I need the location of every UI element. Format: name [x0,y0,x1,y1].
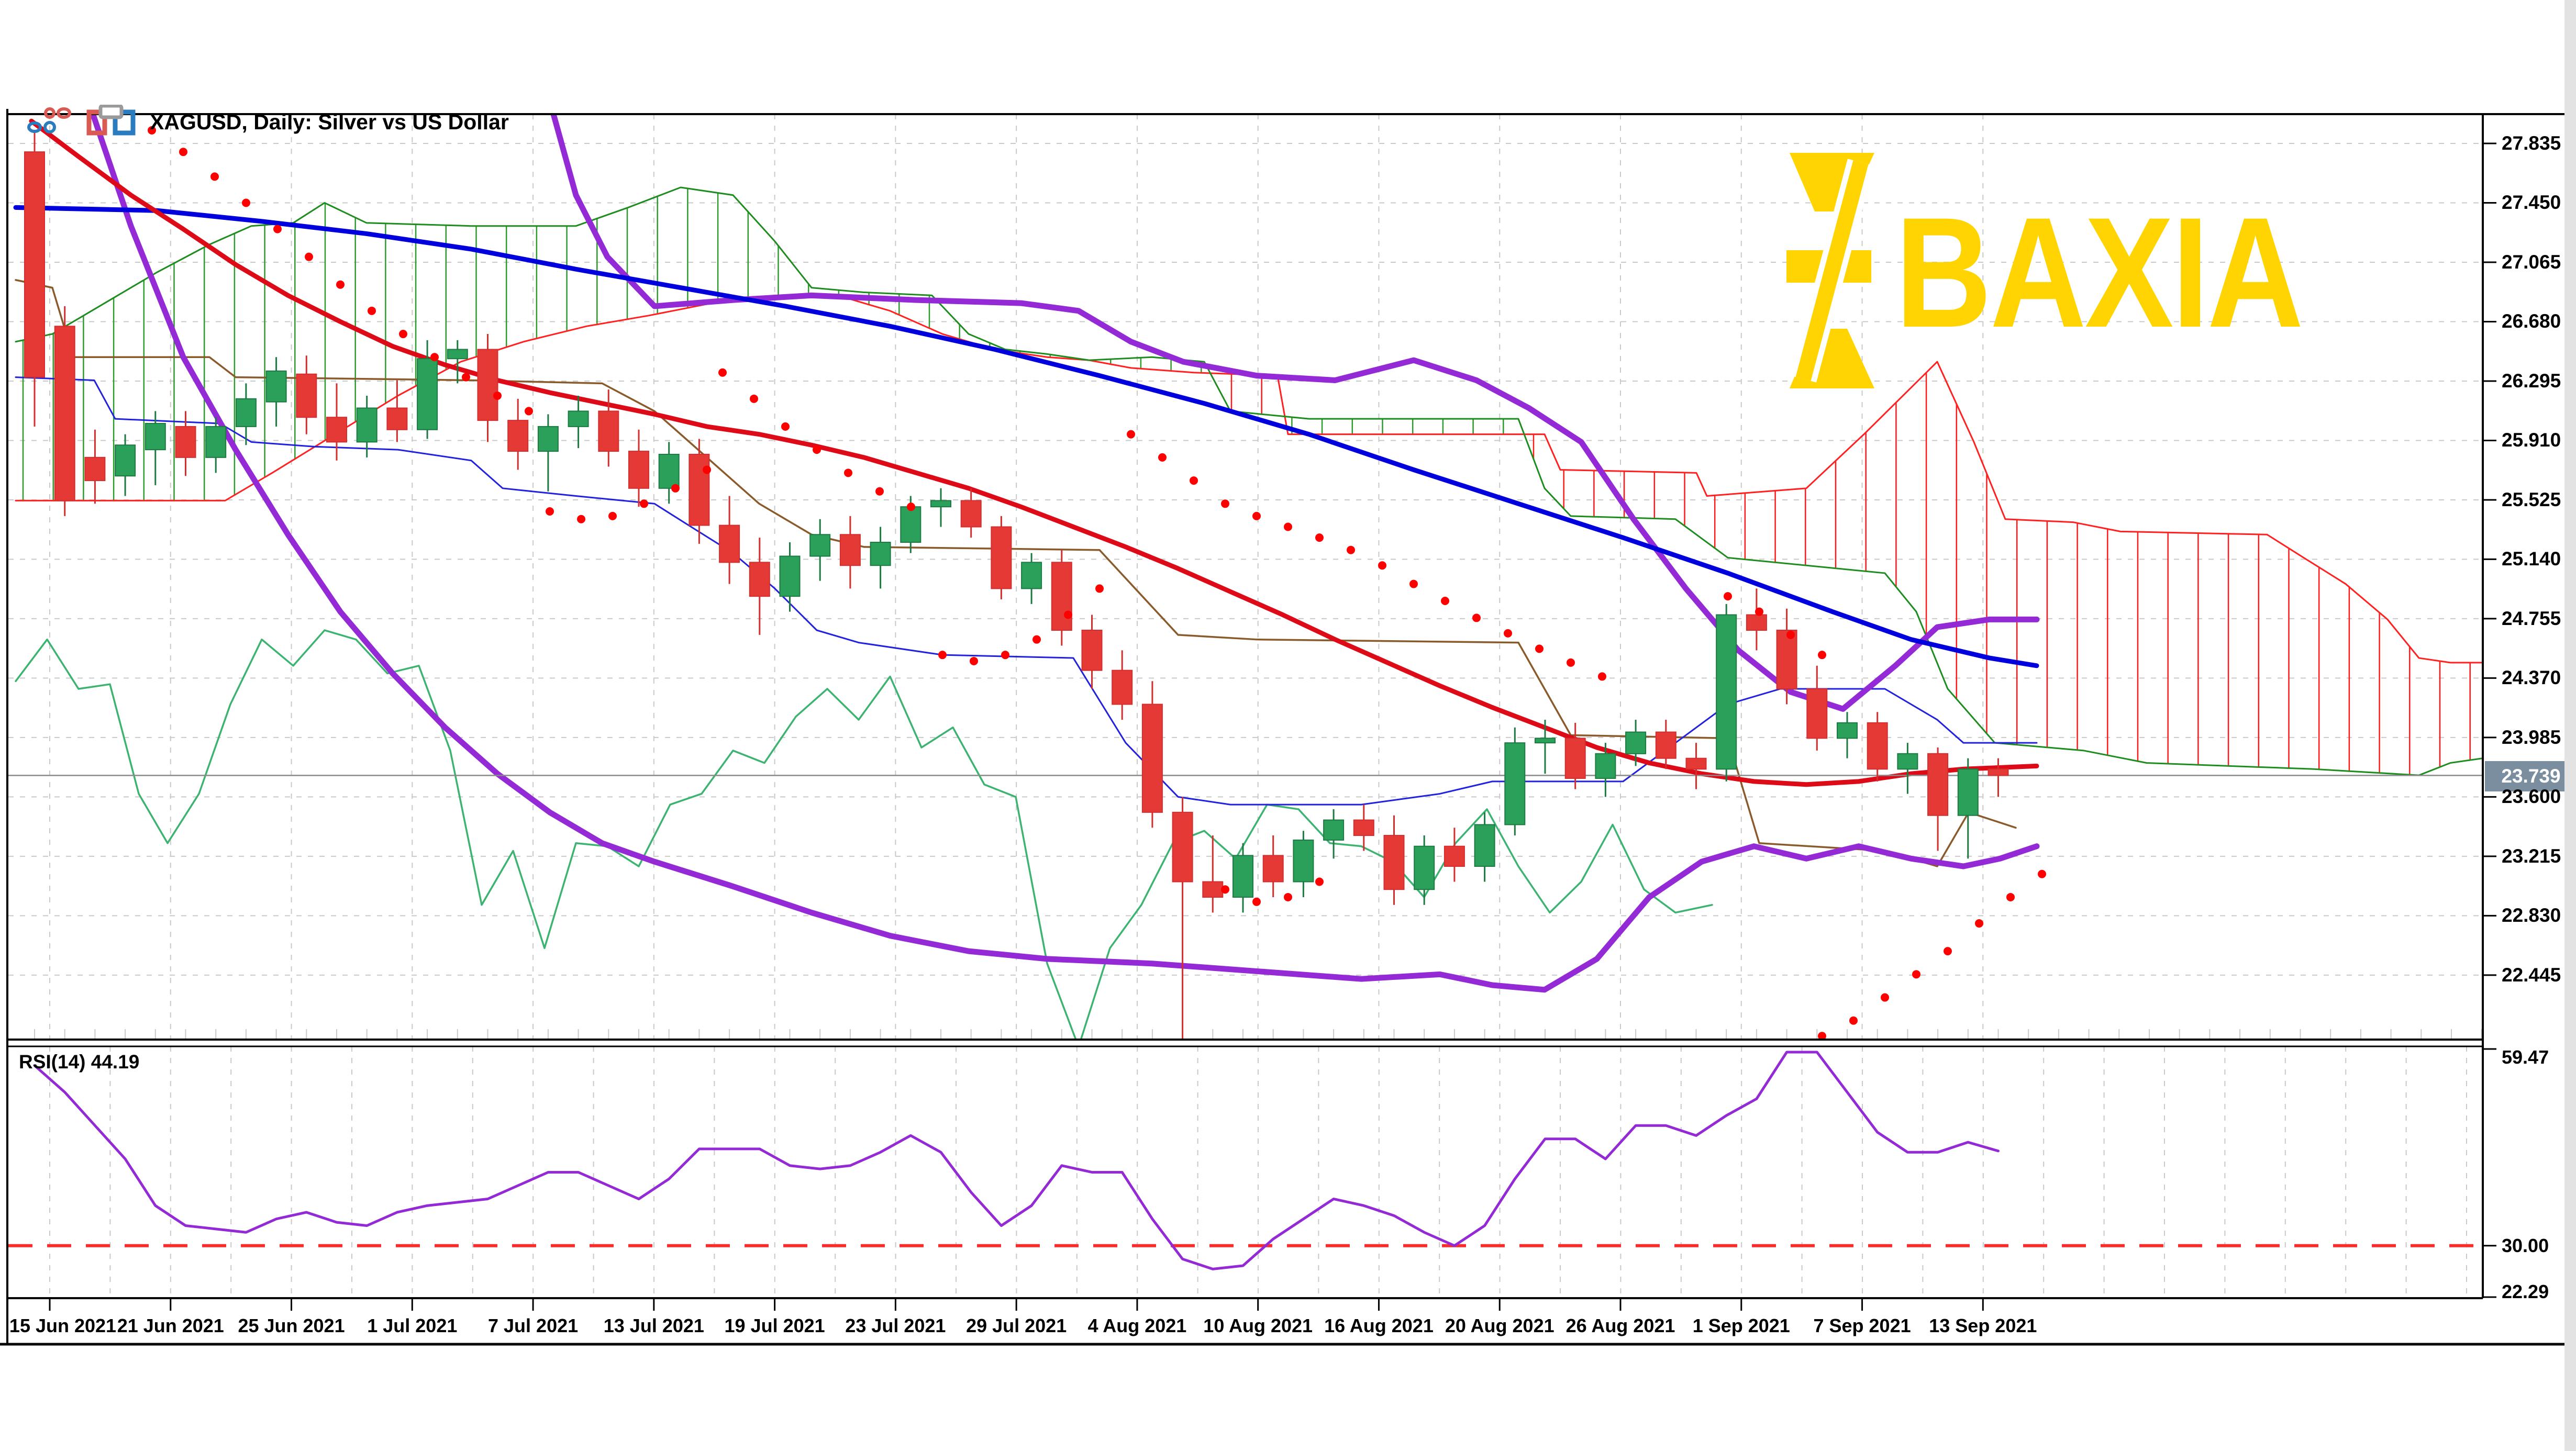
date-axis-label: 7 Jul 2021 [488,1315,579,1336]
date-axis-label: 1 Sep 2021 [1692,1315,1790,1336]
price-axis-label: 25.910 [2502,429,2561,451]
rsi-axis-label: 22.29 [2502,1281,2549,1303]
date-axis-label: 16 Aug 2021 [1324,1315,1434,1336]
chart-windows-icon [86,104,136,140]
price-axis-label: 23.215 [2502,845,2561,867]
date-axis-label: 10 Aug 2021 [1203,1315,1313,1336]
price-axis-label: 24.755 [2502,607,2561,629]
date-axis-label: 1 Jul 2021 [367,1315,458,1336]
price-axis-label: 25.525 [2502,488,2561,510]
price-axis-label: 24.370 [2502,667,2561,689]
date-axis-label: 26 Aug 2021 [1565,1315,1675,1336]
date-axis-label: 21 Jun 2021 [117,1315,224,1336]
price-axis-label: 23.600 [2502,786,2561,808]
current-price-tag: 23.739 [2485,761,2576,791]
date-axis-label: 7 Sep 2021 [1813,1315,1911,1336]
price-axis-label: 26.680 [2502,310,2561,332]
price-axis-label: 25.140 [2502,548,2561,570]
symbol-list-icon [27,106,72,138]
price-axis-label: 22.830 [2502,905,2561,927]
price-axis-label: 27.835 [2502,132,2561,154]
price-axis-label: 26.295 [2502,370,2561,392]
date-axis-label: 25 Jun 2021 [238,1315,345,1336]
price-axis-label: 23.985 [2502,726,2561,748]
rsi-axis-label: 30.00 [2502,1234,2549,1256]
date-axis-label: 29 Jul 2021 [966,1315,1067,1336]
date-axis-label: 23 Jul 2021 [845,1315,946,1336]
date-axis-label: 13 Sep 2021 [1929,1315,2037,1336]
price-axis-label: 27.450 [2502,192,2561,214]
rsi-axis-label: 59.47 [2502,1046,2549,1068]
chart-title: XAGUSD, Daily: Silver vs US Dollar [150,109,509,134]
price-axis-label: 22.445 [2502,964,2561,986]
price-axis-label: 27.065 [2502,251,2561,273]
date-axis-label: 19 Jul 2021 [724,1315,825,1336]
date-axis-label: 20 Aug 2021 [1445,1315,1555,1336]
date-axis-label: 13 Jul 2021 [603,1315,704,1336]
date-axis-label: 4 Aug 2021 [1087,1315,1187,1336]
window-edge [2564,0,2576,1451]
date-axis-label: 15 Jun 2021 [9,1315,117,1336]
rsi-indicator-label: RSI(14) 44.19 [19,1051,140,1073]
chart-title-bar: XAGUSD, Daily: Silver vs US Dollar [27,104,509,138]
